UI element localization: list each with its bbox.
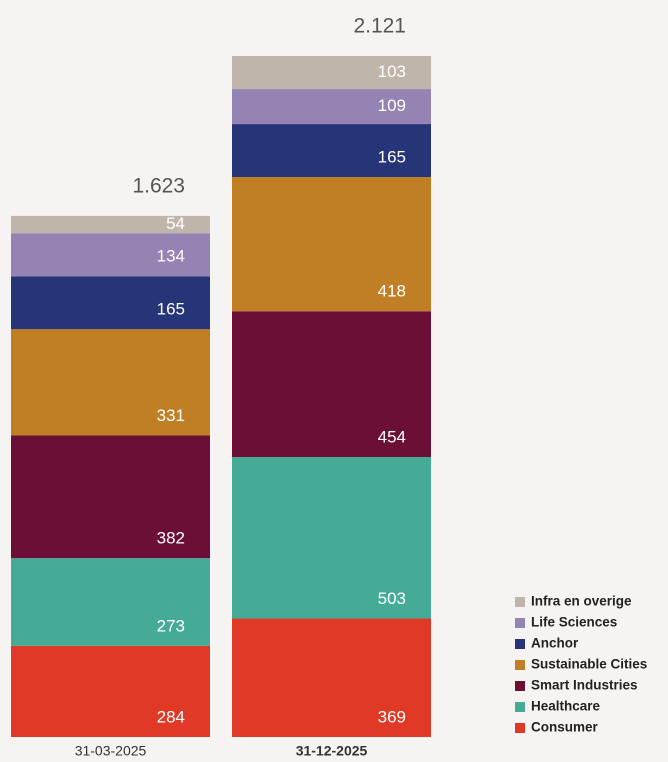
data-label: 103 <box>378 62 406 81</box>
data-label: 454 <box>378 428 406 447</box>
bar-segment <box>232 89 431 125</box>
bar-segment <box>11 329 210 436</box>
bar-segment <box>232 56 431 90</box>
legend-item: Smart Industries <box>515 678 638 693</box>
legend-swatch <box>515 702 525 712</box>
bar-segment <box>11 276 210 330</box>
legend-item: Anchor <box>515 636 579 651</box>
legend-item: Sustainable Cities <box>515 657 647 672</box>
data-label: 134 <box>157 247 185 266</box>
legend-swatch <box>515 723 525 733</box>
legend-label: Infra en overige <box>531 594 632 609</box>
bar-segment <box>232 177 431 312</box>
legend-swatch <box>515 681 525 691</box>
data-label: 418 <box>378 282 406 301</box>
bar-segment <box>11 435 210 559</box>
total-label: 2.121 <box>353 15 406 38</box>
data-label: 165 <box>157 300 185 319</box>
data-label: 273 <box>157 616 185 635</box>
data-label: 284 <box>157 707 185 726</box>
legend-swatch <box>515 639 525 649</box>
bar-segment <box>11 558 210 646</box>
data-label: 109 <box>378 96 406 115</box>
bar-segment <box>11 645 210 737</box>
bar-segment <box>232 311 431 458</box>
data-label: 331 <box>157 406 185 425</box>
x-tick-label: 31-03-2025 <box>75 743 147 759</box>
legend-label: Sustainable Cities <box>531 657 647 672</box>
legend-item: Life Sciences <box>515 615 617 630</box>
legend-swatch <box>515 660 525 670</box>
legend-label: Consumer <box>531 720 599 735</box>
data-label: 54 <box>166 214 185 233</box>
legend-label: Healthcare <box>531 699 601 714</box>
data-label: 503 <box>378 589 406 608</box>
total-label: 1.623 <box>132 174 185 197</box>
bar-segment <box>232 457 431 619</box>
data-label: 369 <box>378 707 406 726</box>
bar-segment <box>11 215 210 234</box>
legend-swatch <box>515 618 525 628</box>
legend-swatch <box>515 597 525 607</box>
x-tick-label: 31-12-2025 <box>296 743 368 759</box>
data-label: 165 <box>378 148 406 167</box>
legend-item: Healthcare <box>515 699 601 714</box>
legend-item: Infra en overige <box>515 594 632 609</box>
legend-label: Smart Industries <box>531 678 638 693</box>
bar-segment <box>11 233 210 277</box>
legend-label: Life Sciences <box>531 615 617 630</box>
legend-item: Consumer <box>515 720 599 735</box>
data-label: 382 <box>157 529 185 548</box>
bar-segment <box>232 618 431 737</box>
bar-segment <box>232 124 431 178</box>
legend-label: Anchor <box>531 636 579 651</box>
